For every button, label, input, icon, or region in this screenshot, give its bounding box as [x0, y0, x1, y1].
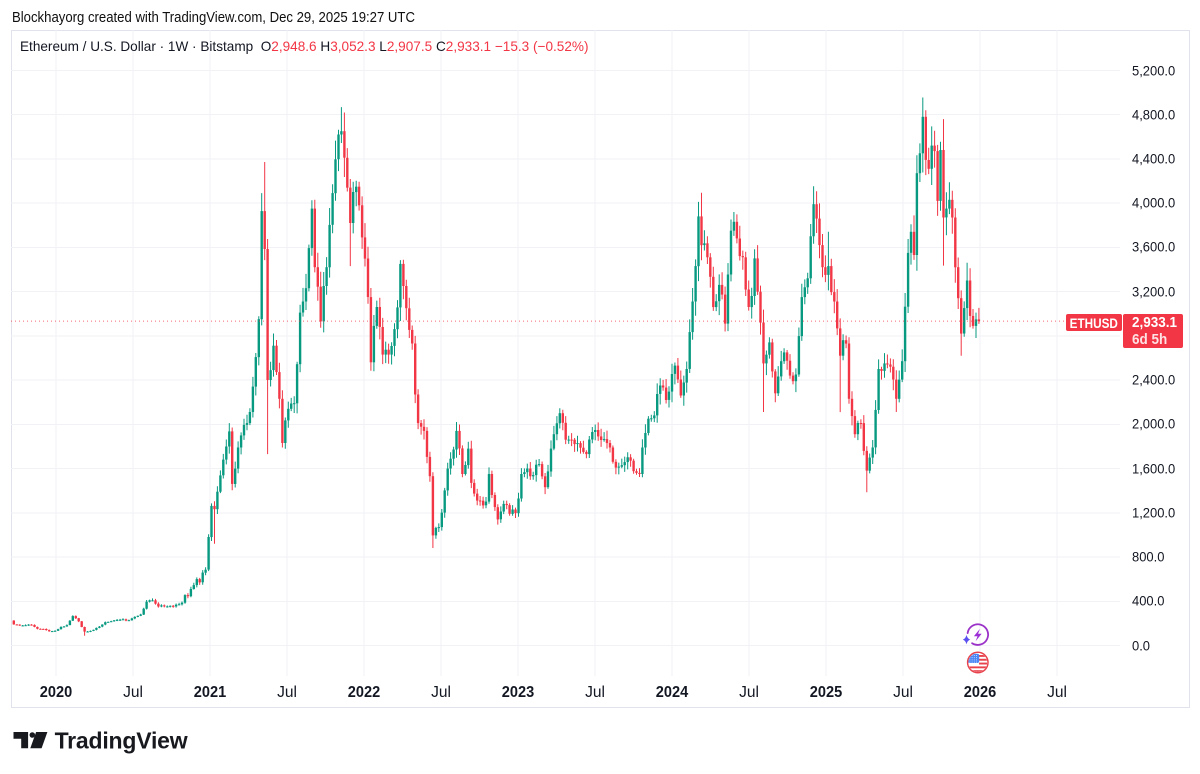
svg-text:TradingView: TradingView: [55, 729, 188, 754]
